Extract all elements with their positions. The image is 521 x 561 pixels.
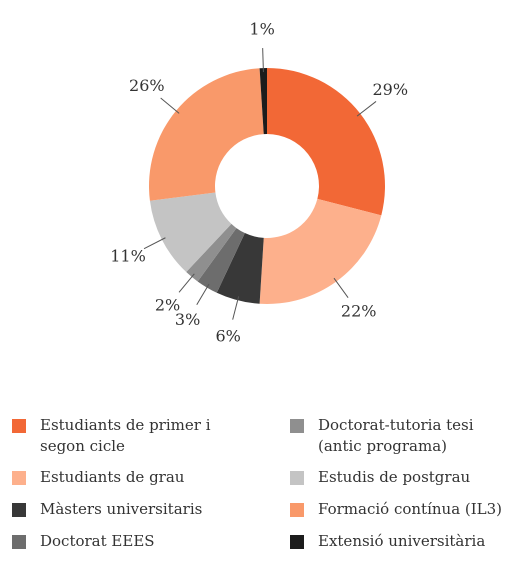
legend-item: Doctorat EEES <box>12 531 290 561</box>
legend-swatch <box>290 503 304 517</box>
legend-swatch <box>290 471 304 485</box>
data-label: 29% <box>372 80 408 99</box>
data-label: 11% <box>110 246 146 265</box>
data-label: 3% <box>175 310 200 329</box>
legend-item: Estudiants de primer i segon cicle <box>12 415 290 467</box>
donut-slice <box>197 228 245 293</box>
legend-item: Màsters universitaris <box>12 499 290 531</box>
legend-swatch <box>12 535 26 549</box>
data-label: 1% <box>249 20 274 39</box>
data-label: 6% <box>216 327 241 346</box>
legend-swatch <box>290 535 304 549</box>
legend-swatch <box>12 419 26 433</box>
donut-slice <box>259 68 267 135</box>
data-label: 26% <box>129 76 165 95</box>
donut-slice <box>259 198 382 304</box>
legend-item: Extensió universitària <box>290 531 517 561</box>
page: 29% 22% 6% 3% 2% 11% 26% 1% Estudiants de prime… <box>12 19 503 550</box>
donut-slice <box>267 68 385 216</box>
legend-label: Estudiants de grau <box>40 468 185 486</box>
leader-line <box>178 273 195 293</box>
legend-swatch <box>12 471 26 485</box>
chart: 29% 22% 6% 3%2% 11% 26% 1% <box>110 20 408 346</box>
donut-slice <box>149 68 264 201</box>
donut-slice <box>149 192 232 273</box>
leader-line <box>196 283 210 306</box>
legend-item: Formació contínua (IL3) <box>290 499 517 531</box>
data-label: 22% <box>341 302 377 321</box>
legend-item: Doctorat-tutoria tesi (antic programa) <box>290 415 517 467</box>
legend-label: Formació contínua (IL3) <box>318 500 503 518</box>
legend-swatch <box>290 419 304 433</box>
leader-line <box>160 97 180 114</box>
legend-label: Estudiants de primer i segon cicle <box>40 416 211 455</box>
legend-item: Estudis de postgrau <box>290 467 517 499</box>
legend-label: Estudis de postgrau <box>318 468 471 486</box>
leader-line <box>333 277 349 298</box>
legend-label: Extensió universitària <box>318 532 486 550</box>
data-label: 2% <box>155 296 180 315</box>
legend-label: Doctorat-tutoria tesi (antic programa) <box>318 416 474 455</box>
leader-line <box>143 237 166 250</box>
legend-item: Estudiants de grau <box>12 467 290 499</box>
leader-line <box>262 48 264 73</box>
donut-slice <box>186 223 237 282</box>
legend-label: Màsters universitaris <box>40 500 203 518</box>
leader-line <box>356 101 377 117</box>
donut-slice <box>216 233 264 304</box>
legend-swatch <box>12 503 26 517</box>
leader-line <box>232 296 240 320</box>
legend-label: Doctorat EEES <box>40 532 155 550</box>
legend: Estudiants de primer i segon cicle Estudi… <box>12 415 517 561</box>
